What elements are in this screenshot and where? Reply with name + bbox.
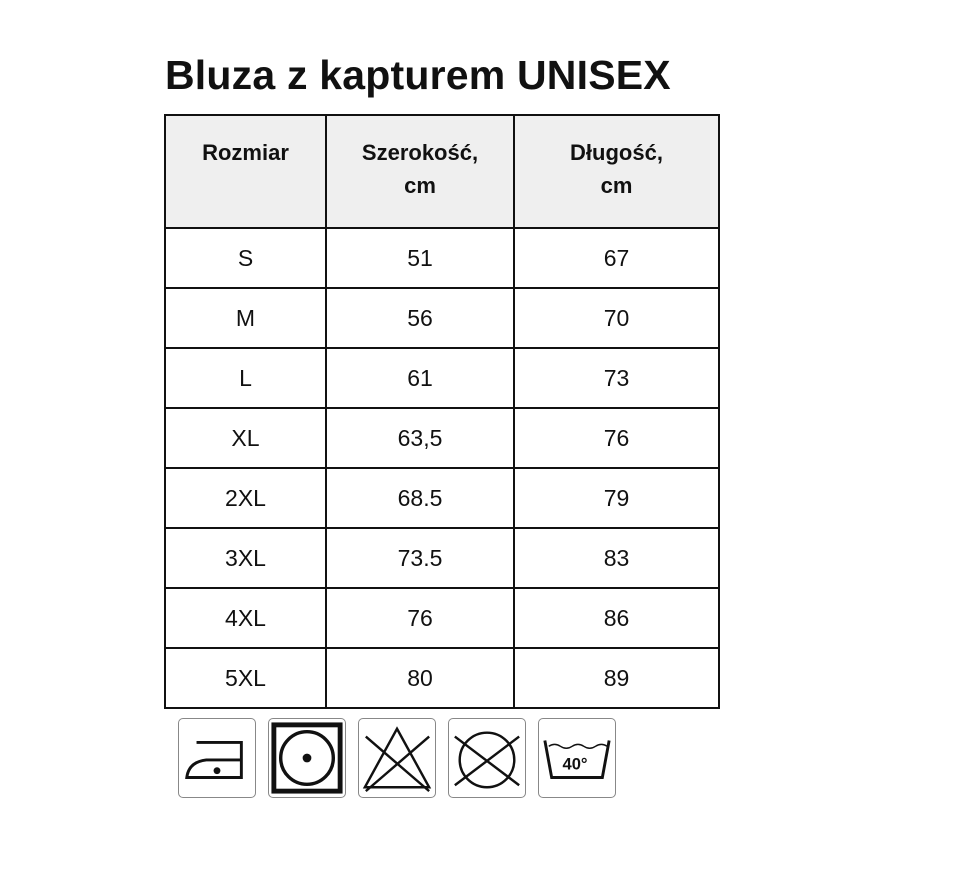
tumble-dry-icon: [268, 718, 346, 798]
column-header: Szerokość, cm: [325, 114, 515, 229]
size-table: Rozmiar Szerokość, cm Długość, cm S 51 67 M 56…: [164, 114, 720, 709]
table-row: 4XL 76 86: [164, 587, 720, 649]
column-header: Rozmiar: [164, 114, 327, 229]
wash-40-icon: 40°: [538, 718, 616, 798]
table-cell: 3XL: [164, 527, 327, 589]
table-cell: 83: [513, 527, 720, 589]
do-not-dry-clean-icon: [448, 718, 526, 798]
table-cell: 79: [513, 467, 720, 529]
table-cell: 67: [513, 227, 720, 289]
page-title: Bluza z kapturem UNISEX: [165, 52, 671, 98]
table-cell: S: [164, 227, 327, 289]
iron-low-temp-icon: [178, 718, 256, 798]
table-row: M 56 70: [164, 287, 720, 349]
table-cell: 56: [325, 287, 515, 349]
table-cell: L: [164, 347, 327, 409]
column-header: Długość, cm: [513, 114, 720, 229]
table-cell: 73: [513, 347, 720, 409]
table-row: 3XL 73.5 83: [164, 527, 720, 589]
table-cell: 73.5: [325, 527, 515, 589]
table-cell: 86: [513, 587, 720, 649]
table-cell: 80: [325, 647, 515, 709]
table-cell: 76: [325, 587, 515, 649]
table-cell: 61: [325, 347, 515, 409]
table-row: 5XL 80 89: [164, 647, 720, 709]
table-cell: 68.5: [325, 467, 515, 529]
table-cell: XL: [164, 407, 327, 469]
care-icons: 40°: [178, 718, 616, 798]
table-cell: 76: [513, 407, 720, 469]
table-row: XL 63,5 76: [164, 407, 720, 469]
table-row: S 51 67: [164, 227, 720, 289]
do-not-bleach-icon: [358, 718, 436, 798]
table-cell: 2XL: [164, 467, 327, 529]
wash-temp: 40°: [563, 755, 588, 774]
table-row: L 61 73: [164, 347, 720, 409]
table-cell: M: [164, 287, 327, 349]
table-cell: 51: [325, 227, 515, 289]
table-row: 2XL 68.5 79: [164, 467, 720, 529]
table-cell: 89: [513, 647, 720, 709]
table-cell: 63,5: [325, 407, 515, 469]
table-cell: 70: [513, 287, 720, 349]
table-cell: 4XL: [164, 587, 327, 649]
table-cell: 5XL: [164, 647, 327, 709]
